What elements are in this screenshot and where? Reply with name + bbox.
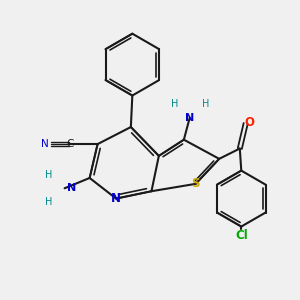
Text: N: N: [41, 139, 49, 149]
Text: C: C: [66, 139, 73, 149]
Text: H: H: [171, 99, 179, 110]
Text: O: O: [244, 116, 254, 128]
Text: N: N: [111, 192, 121, 205]
Text: N: N: [185, 112, 194, 123]
Text: H: H: [202, 99, 210, 110]
Text: N: N: [67, 183, 76, 193]
Text: S: S: [191, 177, 200, 190]
Text: H: H: [45, 170, 52, 180]
Text: Cl: Cl: [235, 230, 248, 242]
Text: H: H: [45, 196, 52, 206]
